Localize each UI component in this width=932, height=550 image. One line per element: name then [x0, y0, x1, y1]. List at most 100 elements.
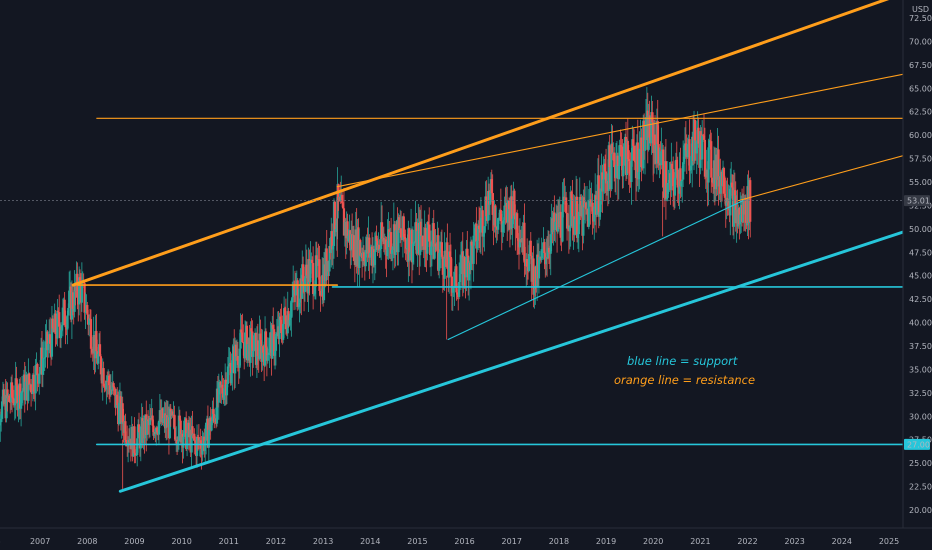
candle-body	[347, 235, 350, 242]
candle-body	[602, 179, 605, 192]
time-axis[interactable]: 006 2007 2008 2009 2010 2011 2012 2013 2014 2015 2…	[0, 527, 932, 550]
candle-body	[83, 283, 86, 313]
candle-body	[16, 385, 19, 411]
candle-body	[273, 329, 276, 356]
candle-body	[297, 306, 300, 308]
candle-body	[631, 139, 634, 161]
price-tick-label: 37.50	[909, 342, 932, 351]
year-tick-label: 2012	[266, 537, 286, 546]
candle-body	[334, 228, 337, 233]
candle-body	[441, 256, 444, 275]
candle-body	[313, 286, 317, 294]
candle-body	[24, 381, 27, 401]
candle-body	[676, 169, 679, 188]
candle-body	[73, 284, 76, 312]
candle-body	[17, 402, 20, 411]
candle-body	[523, 222, 526, 263]
candle-body	[314, 255, 317, 287]
candle-body	[545, 257, 548, 265]
candle-body	[217, 382, 220, 403]
candle-body	[692, 119, 696, 161]
price-axis[interactable]: USD 20.0022.5025.0027.5030.0032.5035.003…	[902, 0, 932, 528]
candle-body	[267, 352, 270, 356]
candle-body	[223, 388, 226, 400]
candle-body	[582, 197, 585, 236]
candle-body	[148, 418, 151, 425]
candle-body	[273, 350, 277, 356]
candle-body	[13, 403, 16, 406]
candle-body	[185, 433, 189, 450]
candle-body	[429, 246, 433, 255]
candle-body	[463, 257, 466, 275]
candle-body	[352, 235, 356, 261]
candle-body	[638, 148, 641, 173]
support-price-badge: 27.00	[904, 438, 930, 450]
candle-body	[513, 190, 516, 216]
year-tick-label: 2017	[502, 537, 522, 546]
candle-body	[80, 281, 83, 303]
candle-body	[261, 346, 264, 362]
candle-body	[640, 137, 643, 168]
candle-body	[411, 243, 414, 263]
candle-body	[201, 444, 204, 455]
candle-body	[379, 248, 382, 251]
candle-body	[690, 165, 693, 171]
candle-body	[341, 194, 344, 204]
candle-body	[653, 134, 657, 145]
candle-body	[532, 258, 535, 295]
candle-body	[526, 258, 529, 267]
candle-body	[238, 348, 241, 368]
candle-body	[591, 202, 594, 214]
candle-body	[109, 389, 112, 395]
candle-body	[604, 163, 607, 172]
support-price-value: 27.00	[907, 440, 930, 449]
candle-body	[51, 318, 54, 329]
support-trendline	[118, 222, 929, 493]
candle-body	[416, 231, 419, 254]
candle-body	[656, 121, 659, 145]
year-tick-label: 2009	[124, 537, 144, 546]
candle-body	[146, 419, 150, 421]
candle-body	[448, 251, 451, 278]
candle-body	[561, 204, 564, 242]
candle-body	[466, 248, 469, 256]
candle-body	[648, 115, 651, 138]
trendlines[interactable]	[71, 0, 930, 493]
candle-body	[554, 221, 557, 230]
candle-body	[10, 382, 14, 398]
candle-body	[729, 185, 732, 216]
candle-body	[204, 440, 207, 451]
candle-body	[215, 388, 219, 424]
candle-body	[657, 144, 660, 166]
candle-body	[263, 331, 267, 366]
candle-body	[723, 193, 726, 198]
candle-body	[487, 191, 490, 221]
candle-body	[195, 436, 199, 456]
candle-body	[434, 243, 437, 247]
candle-body	[174, 427, 177, 441]
candle-body	[565, 197, 568, 213]
year-tick-label: 2007	[30, 537, 50, 546]
candle-body	[362, 252, 366, 262]
candle-body	[636, 142, 639, 180]
candle-body	[390, 232, 393, 254]
year-tick-label: 2020	[643, 537, 663, 546]
candle-body	[451, 287, 454, 293]
candle-body	[664, 161, 668, 200]
candle-body	[211, 409, 214, 422]
candle-body	[547, 247, 551, 253]
candle-body	[397, 217, 400, 253]
candle-body	[693, 119, 697, 141]
candle-body	[574, 219, 577, 235]
candle-body	[688, 139, 691, 171]
candle-body	[613, 152, 616, 168]
candle-body	[502, 220, 505, 224]
candle-body	[135, 454, 138, 456]
candle-body	[6, 389, 9, 399]
candle-body	[14, 378, 17, 404]
candle-body	[331, 246, 335, 250]
price-tick-label: 47.50	[909, 248, 932, 257]
candle-body	[89, 319, 93, 349]
candle-body	[274, 336, 278, 351]
